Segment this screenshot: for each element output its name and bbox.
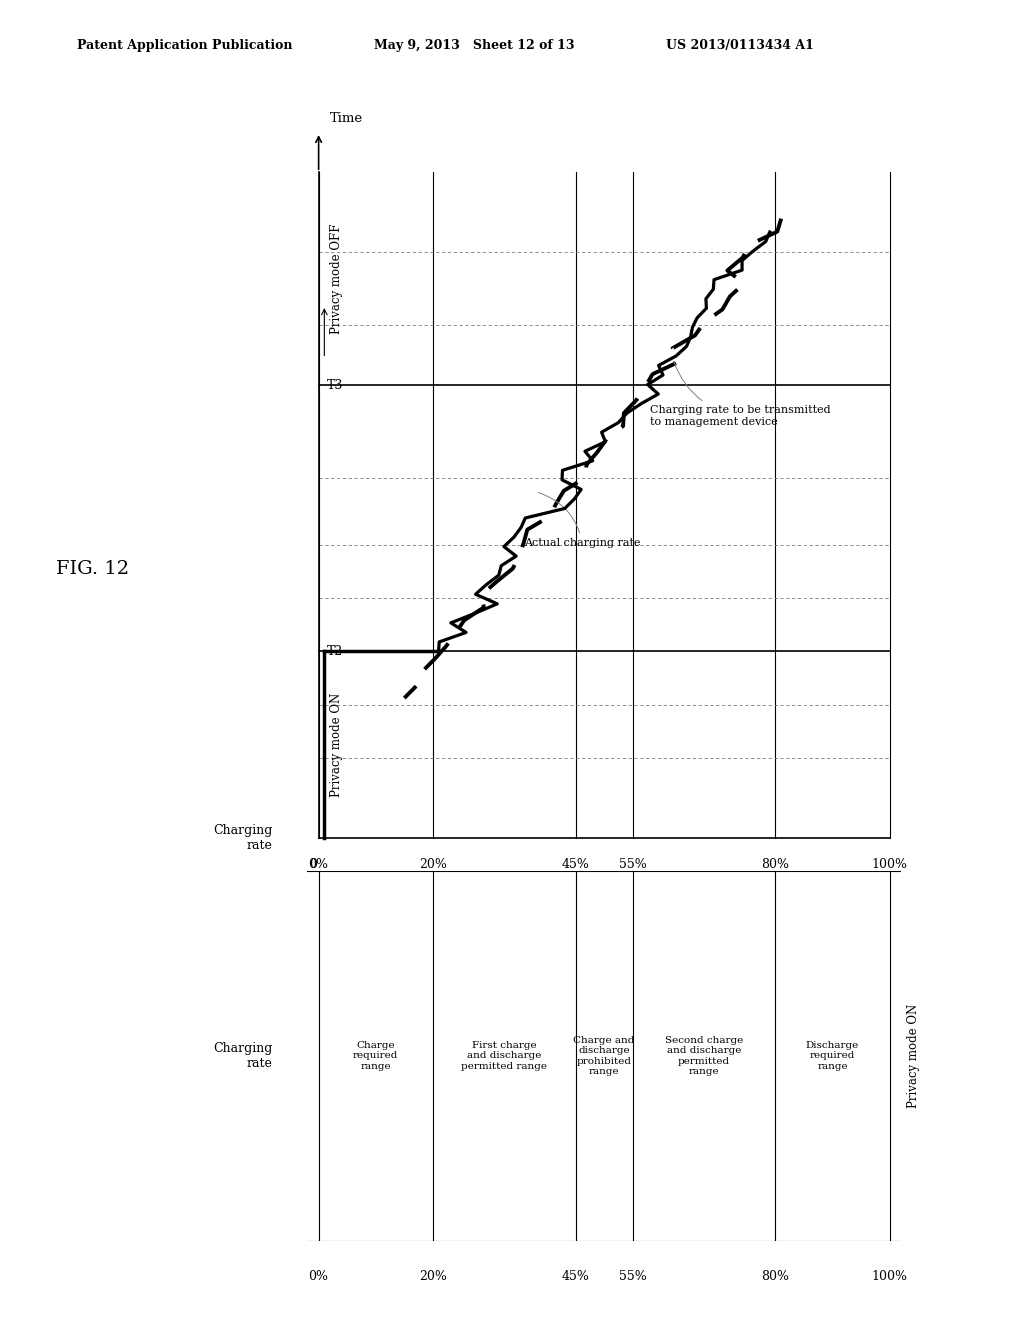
Text: Privacy mode ON: Privacy mode ON — [907, 1005, 920, 1107]
Text: 55%: 55% — [618, 1270, 646, 1283]
Text: 45%: 45% — [562, 1270, 590, 1283]
Text: 80%: 80% — [762, 858, 790, 871]
Text: Privacy mode OFF: Privacy mode OFF — [330, 223, 343, 334]
Text: Discharge
required
range: Discharge required range — [806, 1041, 859, 1071]
Text: 100%: 100% — [871, 1270, 907, 1283]
Text: Second charge
and discharge
permitted
range: Second charge and discharge permitted ra… — [665, 1036, 743, 1076]
Text: Patent Application Publication: Patent Application Publication — [77, 38, 292, 51]
Text: FIG. 12: FIG. 12 — [56, 560, 129, 578]
Text: May 9, 2013   Sheet 12 of 13: May 9, 2013 Sheet 12 of 13 — [374, 38, 574, 51]
Text: T2: T2 — [328, 645, 343, 657]
Text: 45%: 45% — [562, 858, 590, 871]
Text: US 2013/0113434 A1: US 2013/0113434 A1 — [666, 38, 813, 51]
Text: Charging
rate: Charging rate — [214, 824, 273, 851]
Text: Privacy mode ON: Privacy mode ON — [330, 693, 343, 797]
Text: Time: Time — [330, 112, 364, 125]
Text: Charging
rate: Charging rate — [214, 1041, 273, 1071]
Text: 0: 0 — [309, 858, 316, 871]
Text: Charging rate to be transmitted
to management device: Charging rate to be transmitted to manag… — [650, 362, 830, 426]
Text: 0%: 0% — [308, 1270, 329, 1283]
Text: 100%: 100% — [871, 858, 907, 871]
Text: T3: T3 — [328, 379, 344, 392]
Text: 55%: 55% — [618, 858, 646, 871]
Text: Charge
required
range: Charge required range — [353, 1041, 398, 1071]
Text: First charge
and discharge
permitted range: First charge and discharge permitted ran… — [461, 1041, 547, 1071]
Text: 80%: 80% — [762, 1270, 790, 1283]
Text: Actual charging rate: Actual charging rate — [524, 492, 641, 548]
Text: 20%: 20% — [419, 858, 446, 871]
Text: Charge and
discharge
prohibited
range: Charge and discharge prohibited range — [573, 1036, 635, 1076]
Text: 0%: 0% — [308, 858, 329, 871]
Text: 20%: 20% — [419, 1270, 446, 1283]
